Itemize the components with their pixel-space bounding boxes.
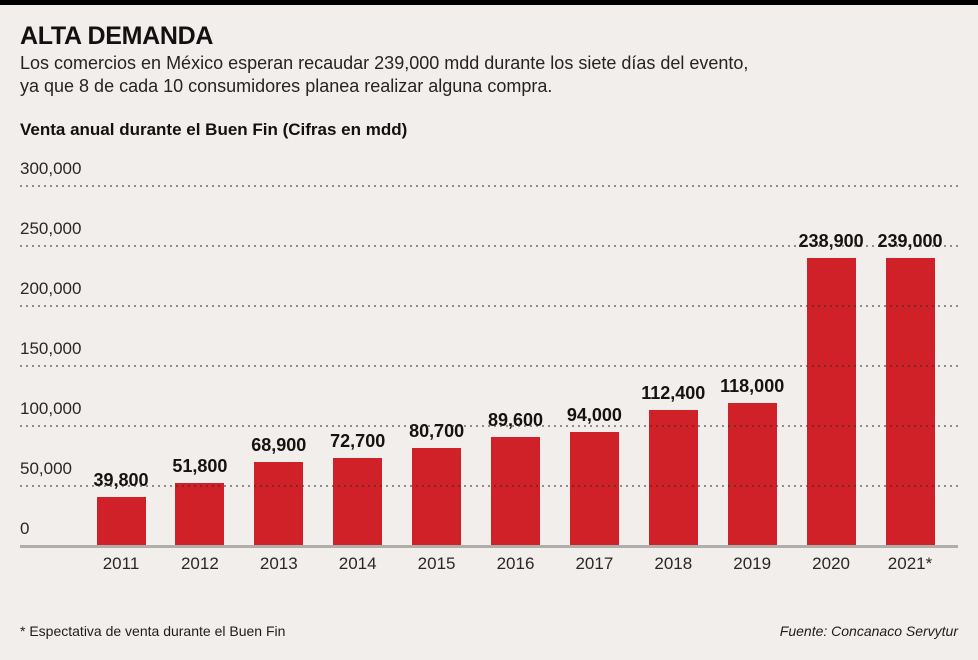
x-tick-label: 2011 — [102, 554, 140, 573]
gridline-50,000 — [20, 485, 958, 487]
y-tick-label: 300,000 — [20, 159, 82, 178]
gridline-100,000 — [20, 425, 958, 427]
y-tick-label: 150,000 — [20, 339, 82, 358]
bar-2011 — [96, 497, 146, 545]
bar-2020 — [806, 258, 856, 545]
gridline-300,000 — [20, 185, 958, 187]
y-tick-label: 250,000 — [20, 219, 82, 238]
page-subtitle: Los comercios en México esperan recaudar… — [20, 52, 748, 98]
chart-source: Fuente: Concanaco Servytur — [779, 623, 958, 639]
x-axis-line — [20, 545, 958, 548]
chart-footnote: * Espectativa de venta durante el Buen F… — [20, 623, 286, 639]
y-tick-label: 0 — [20, 519, 30, 538]
bar-value-label: 51,800 — [172, 456, 228, 476]
subtitle-line-1: Los comercios en México esperan recaudar… — [20, 53, 749, 73]
x-tick-label: 2021* — [887, 554, 933, 573]
bar-2013 — [254, 462, 304, 545]
bar-value-label: 72,700 — [330, 431, 386, 451]
x-tick-label: 2019 — [733, 554, 772, 573]
bar-2014 — [333, 458, 383, 545]
x-tick-label: 2014 — [338, 554, 377, 573]
y-tick-label: 50,000 — [20, 459, 72, 478]
chart-title: Venta anual durante el Buen Fin (Cifras … — [20, 120, 408, 139]
gridline-200,000 — [20, 305, 958, 307]
gridline-250,000 — [20, 245, 958, 247]
gridline-150,000 — [20, 365, 958, 367]
bar-2016 — [491, 437, 540, 545]
x-tick-label: 2016 — [496, 554, 535, 573]
y-tick-label: 100,000 — [20, 399, 82, 418]
bar-value-label: 68,900 — [251, 435, 307, 455]
x-tick-label: 2015 — [417, 554, 456, 573]
x-tick-label: 2013 — [259, 554, 298, 573]
bar-value-label: 118,000 — [720, 376, 785, 396]
bar-2015 — [412, 448, 462, 545]
bar-2012 — [175, 483, 225, 545]
bar-2017 — [569, 432, 619, 545]
bar-value-label: 94,000 — [566, 405, 622, 425]
bar-2021* — [885, 258, 935, 545]
bar-value-label: 239,000 — [877, 231, 943, 251]
subtitle-line-2: ya que 8 de cada 10 consumidores planea … — [20, 76, 553, 96]
x-tick-label: 2017 — [575, 554, 614, 573]
top-accent-bar — [0, 0, 978, 5]
page-title: ALTA DEMANDA — [20, 22, 214, 50]
x-tick-label: 2012 — [180, 554, 219, 573]
x-tick-label: 2018 — [654, 554, 693, 573]
x-tick-label: 2020 — [812, 554, 850, 573]
y-tick-label: 200,000 — [20, 279, 82, 298]
bar-value-label: 112,400 — [641, 383, 706, 403]
bar-2018 — [648, 410, 698, 545]
